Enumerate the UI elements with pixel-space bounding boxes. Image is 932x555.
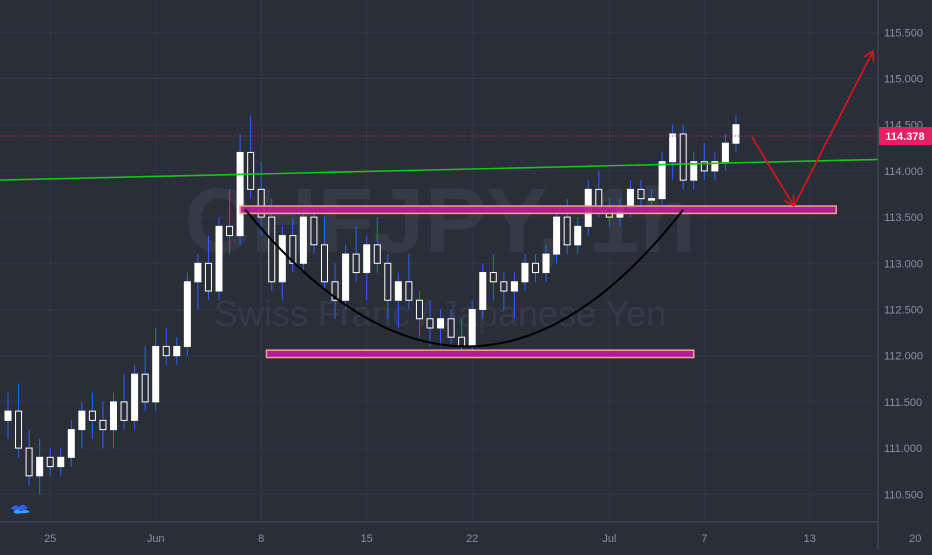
price-tick-label: 115.000: [884, 74, 923, 86]
candle: [343, 245, 349, 310]
candle-body: [68, 430, 74, 458]
candle-body: [406, 282, 412, 300]
candle-body: [26, 448, 32, 476]
candle-body: [343, 254, 349, 300]
candle-body: [722, 143, 728, 161]
candle-body: [670, 134, 676, 162]
candle-body: [205, 263, 211, 291]
candle-body: [416, 300, 422, 318]
support-zone: [266, 350, 693, 357]
arrow-down-head: [793, 195, 794, 206]
candle-body: [395, 282, 401, 300]
candle-body: [374, 245, 380, 263]
candle-body: [533, 263, 539, 272]
candle-body: [269, 217, 275, 282]
candle-body: [37, 457, 43, 475]
candle-body: [596, 189, 602, 207]
candle-body: [427, 319, 433, 328]
price-tick-label: 115.500: [884, 27, 923, 39]
price-tick-label: 113.500: [884, 212, 923, 224]
candle: [216, 217, 222, 300]
candle-body: [364, 245, 370, 273]
candle-body: [79, 411, 85, 429]
resistance-zone: [240, 206, 836, 213]
candle-body: [248, 152, 254, 189]
candle-body: [163, 346, 169, 355]
time-tick-label: Jul: [602, 533, 616, 545]
candle-body: [237, 152, 243, 235]
price-tick-label: 113.000: [884, 258, 923, 270]
candle-body: [5, 411, 11, 420]
candle-body: [490, 273, 496, 282]
candle-body: [638, 189, 644, 198]
time-tick-label: 20: [909, 533, 921, 545]
candle-body: [680, 134, 686, 180]
candle-body: [564, 217, 570, 245]
candle: [184, 273, 190, 356]
candle-body: [195, 263, 201, 281]
candle-body: [501, 282, 507, 291]
current-price-label: 114.378: [885, 131, 924, 143]
candle-body: [649, 199, 655, 201]
candle-body: [311, 217, 317, 245]
time-tick-label: 7: [701, 533, 707, 545]
time-tick-label: 25: [44, 533, 56, 545]
candle-body: [132, 374, 138, 420]
candle: [132, 365, 138, 430]
candle-body: [111, 402, 117, 430]
time-tick-label: 13: [804, 533, 816, 545]
candle-body: [216, 226, 222, 291]
candle-body: [385, 263, 391, 300]
price-tick-label: 111.000: [884, 443, 922, 455]
candle-body: [353, 254, 359, 272]
candle-body: [459, 337, 465, 346]
price-tick-label: 110.500: [884, 489, 923, 501]
candle-body: [47, 457, 53, 466]
candle-body: [575, 226, 581, 244]
candle-body: [543, 254, 549, 272]
candle-body: [300, 217, 306, 263]
candle: [680, 125, 686, 190]
time-tick-label: 8: [258, 533, 264, 545]
candle-body: [448, 319, 454, 337]
price-axis[interactable]: 110.500 111.000 111.500 112.000 112.500 113.0…: [878, 0, 932, 550]
candle-body: [627, 189, 633, 207]
candle-body: [322, 245, 328, 282]
candle-body: [511, 282, 517, 291]
candle-body: [480, 273, 486, 310]
candle-body: [58, 457, 64, 466]
candle-body: [142, 374, 148, 402]
candle-body: [153, 346, 159, 401]
price-tick-label: 112.000: [884, 351, 923, 363]
candle-body: [121, 402, 127, 420]
price-tick-label: 112.500: [884, 305, 923, 317]
candle-body: [174, 346, 180, 355]
time-tick-label: 15: [361, 533, 373, 545]
candle-body: [279, 236, 285, 282]
candle: [300, 208, 306, 273]
candle-body: [733, 125, 739, 143]
time-tick-label: 22: [466, 533, 478, 545]
candle-body: [469, 310, 475, 347]
candle-body: [554, 217, 560, 254]
price-tick-label: 111.500: [884, 397, 922, 409]
time-tick-label: Jun: [147, 533, 165, 545]
candle-body: [89, 411, 95, 420]
candle-body: [100, 420, 106, 429]
candle-body: [227, 226, 233, 235]
candle-body: [16, 411, 22, 448]
candle-body: [438, 319, 444, 328]
candle-body: [184, 282, 190, 347]
candle-body: [659, 162, 665, 199]
price-tick-label: 114.000: [884, 166, 923, 178]
candle-body: [522, 263, 528, 281]
